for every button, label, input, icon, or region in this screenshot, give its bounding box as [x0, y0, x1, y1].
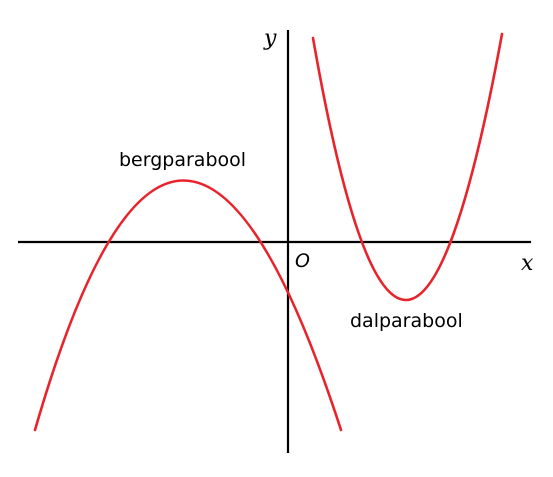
x-axis-label: x	[521, 251, 534, 276]
origin-label: O	[295, 250, 310, 272]
dalparabool-curve	[311, 32, 504, 302]
bergparabool-label: bergparabool	[119, 149, 246, 171]
y-axis-label: y	[263, 26, 277, 51]
bergparabool-curve	[33, 179, 343, 432]
dalparabool-label: dalparabool	[350, 310, 463, 332]
